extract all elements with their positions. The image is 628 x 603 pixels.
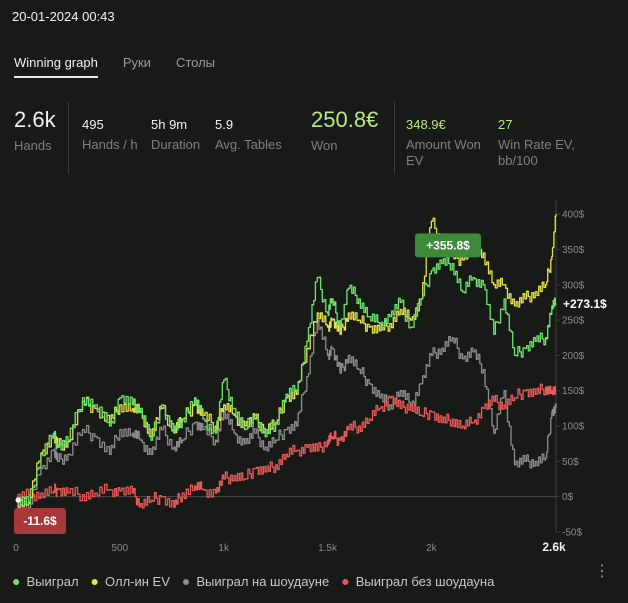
legend-dot-icon: ● xyxy=(90,573,100,589)
tab-bar: Winning graph Руки Столы xyxy=(14,55,240,78)
y-tick-label: 50$ xyxy=(562,457,579,468)
max-badge xyxy=(415,233,481,258)
stat-hands-value: 2.6k xyxy=(14,107,56,132)
x-tick-label: 2k xyxy=(426,543,438,554)
stat-hands-label: Hands xyxy=(14,138,52,153)
y-tick-label: 250$ xyxy=(562,316,585,327)
stat-win-rate-ev: 27 Win Rate EV, bb/100 xyxy=(498,117,575,169)
tab-hands[interactable]: Руки xyxy=(122,55,151,70)
x-tick-label: 500 xyxy=(112,543,129,554)
stat-duration-label: Duration xyxy=(151,137,201,152)
stat-won: 250.8€ Won xyxy=(311,107,378,154)
stat-hands-per-hour-label: Hands / h xyxy=(82,137,138,152)
stat-divider xyxy=(68,102,69,174)
y-tick-label: 200$ xyxy=(562,351,585,362)
stat-won-label: Won xyxy=(311,138,338,153)
stat-avg-tables-label: Avg. Tables xyxy=(215,137,282,152)
min-badge xyxy=(14,508,66,534)
y-tick-label: 0$ xyxy=(562,492,574,503)
series-line-won xyxy=(16,256,557,506)
x-tick-label: 2.6k xyxy=(542,540,566,554)
x-tick-label: 0 xyxy=(13,543,19,554)
legend-label: Олл-ин EV xyxy=(105,573,170,589)
legend-item-won[interactable]: ● Выиграл xyxy=(12,573,79,589)
legend-item-showdown[interactable]: ● Выиграл на шоудауне xyxy=(182,573,329,589)
winning-graph-chart[interactable]: 400$ 350$ 300$ 250$ 200$ 150$ 100$ 50$ 0$ -50$ 0 50… xyxy=(0,190,628,560)
y-tick-label: 350$ xyxy=(562,245,585,256)
legend-dot-icon: ● xyxy=(12,573,21,589)
min-badge-label: -11.6$ xyxy=(23,514,57,528)
series-line-allin-ev xyxy=(16,214,557,508)
stat-win-rate-ev-value: 27 xyxy=(498,117,513,132)
stat-amount-won-ev-label-2: EV xyxy=(406,153,424,168)
stat-win-rate-ev-label-1: Win Rate EV, xyxy=(498,137,575,152)
legend-label: Выиграл xyxy=(26,573,79,589)
stat-duration-value: 5h 9m xyxy=(151,117,188,132)
y-tick-label: 300$ xyxy=(562,280,585,291)
legend-dot-icon: ● xyxy=(341,573,350,589)
legend-label: Выиграл на шоудауне xyxy=(196,573,330,589)
stat-duration: 5h 9m Duration xyxy=(151,117,200,153)
stat-hands-per-hour: 495 Hands / h xyxy=(82,117,138,153)
stat-hands-per-hour-value: 495 xyxy=(82,117,104,132)
series-line-showdown xyxy=(16,319,557,510)
stat-avg-tables: 5.9 Avg. Tables xyxy=(215,117,282,153)
vertical-ellipsis-icon[interactable]: ⋮ xyxy=(594,563,610,580)
tab-tables[interactable]: Столы xyxy=(175,55,216,70)
x-tick-label: 1k xyxy=(218,543,230,554)
legend-item-non-showdown[interactable]: ● Выиграл без шоудауна xyxy=(341,573,494,589)
chart-legend: ● Выиграл ● Олл-ин EV ● Выиграл на шоуда… xyxy=(12,573,506,589)
session-date: 20-01-2024 00:43 xyxy=(12,9,115,24)
series-line-non-showdown xyxy=(16,383,557,509)
stat-avg-tables-value: 5.9 xyxy=(215,117,234,132)
stat-divider xyxy=(394,102,395,174)
stat-win-rate-ev-label-2: bb/100 xyxy=(498,153,538,168)
tab-winning-graph[interactable]: Winning graph xyxy=(14,55,98,78)
stat-hands: 2.6k Hands xyxy=(14,107,56,154)
end-value-label: +273.1$ xyxy=(563,297,607,311)
max-badge-label: +355.8$ xyxy=(426,238,470,252)
x-tick-label: 1.5k xyxy=(318,543,338,554)
y-tick-label: 400$ xyxy=(562,210,585,221)
legend-dot-icon: ● xyxy=(181,573,191,589)
legend-label: Выиграл без шоудауна xyxy=(355,573,495,589)
y-tick-label: 100$ xyxy=(562,422,585,433)
stat-amount-won-ev-value: 348.9€ xyxy=(406,117,446,132)
stat-win-rate-ev-label: Win Rate EV, bb/100 xyxy=(498,137,575,169)
y-tick-label: 150$ xyxy=(562,386,585,397)
stat-amount-won-ev-label: Amount Won EV xyxy=(406,137,481,169)
start-point-marker xyxy=(15,497,21,503)
stat-amount-won-ev-label-1: Amount Won xyxy=(406,137,481,152)
stat-amount-won-ev: 348.9€ Amount Won EV xyxy=(406,117,481,169)
y-tick-label: -50$ xyxy=(562,528,582,539)
stat-won-value: 250.8€ xyxy=(311,107,379,132)
legend-item-allin-ev[interactable]: ● Олл-ин EV xyxy=(91,573,170,589)
